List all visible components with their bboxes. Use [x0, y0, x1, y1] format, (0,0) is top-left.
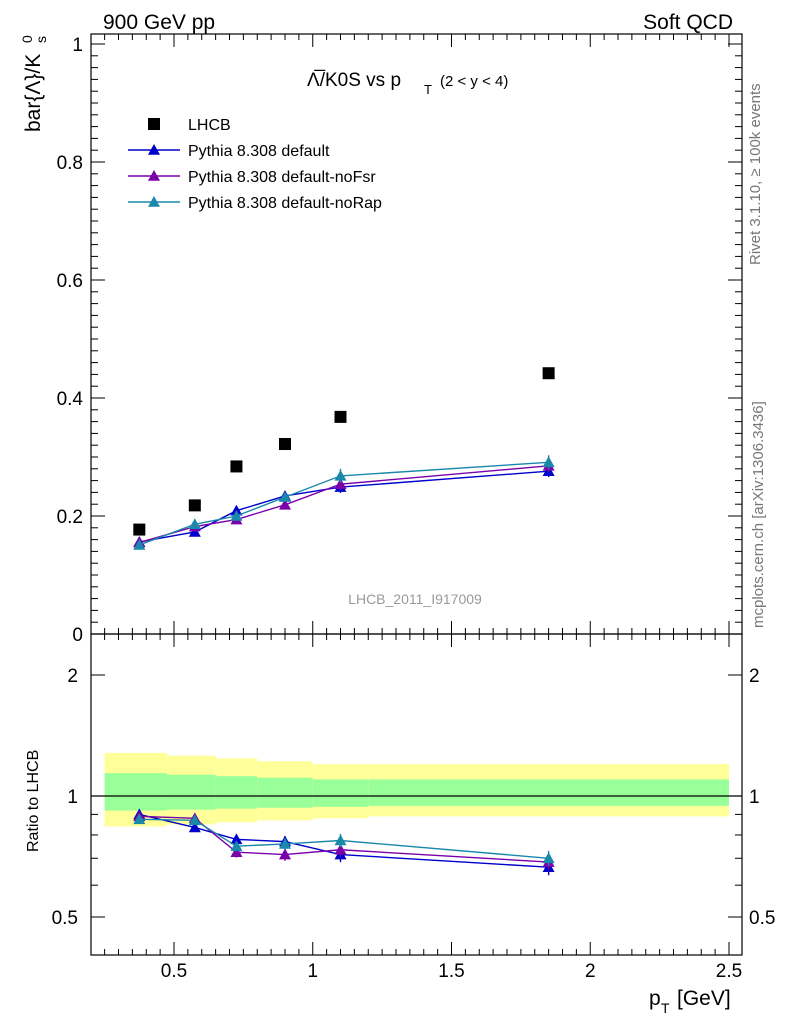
ratio-marker-noRap: [279, 837, 291, 849]
ratio-band-inner: [215, 776, 258, 809]
x-axis-label-p: p: [649, 987, 661, 1010]
header-left: 900 GeV pp: [103, 11, 215, 34]
x-tick-label: 2.5: [716, 961, 742, 982]
ratio-line-default: [139, 813, 549, 868]
main-data-point: [188, 499, 201, 512]
legend-label: Pythia 8.308 default-noFsr: [188, 169, 376, 186]
ratio-marker-noFsr: [279, 848, 291, 860]
ratio-band-inner: [312, 779, 369, 807]
main-marker-noRap: [230, 510, 243, 521]
ratio-series-group: [133, 808, 555, 876]
legend-marker-data: [148, 118, 160, 130]
main-data-point: [133, 523, 146, 536]
ratio-marker-default: [188, 821, 201, 833]
main-marker-noRap: [542, 456, 555, 468]
main-marker-noFsr: [334, 478, 347, 489]
legend-marker-default: [148, 144, 160, 155]
x-axis-label-unit: [GeV]: [677, 987, 731, 1010]
x-axis-label-sub: T: [661, 1000, 670, 1016]
plot-title-main: Λ̅/K0S vs p: [307, 70, 401, 91]
y-tick-label: 0.2: [57, 507, 83, 528]
main-line-noRap: [139, 461, 549, 546]
ratio-y-tick-label-right: 2: [749, 666, 760, 687]
x-axis-label: p T [GeV]: [649, 987, 731, 1016]
main-data-point: [230, 460, 243, 473]
ratio-marker-noRap: [230, 840, 243, 852]
main-marker-noRap: [279, 491, 291, 502]
main-data-point: [279, 438, 291, 451]
legend-marker-noFsr: [148, 170, 160, 181]
y-axis-label: bar{Λ}/K 0 s: [19, 35, 49, 132]
header-right: Soft QCD: [643, 11, 733, 34]
y-tick-label: 1: [72, 35, 83, 56]
mcplots-label: mcplots.cern.ch [arXiv:1306.3436]: [750, 401, 767, 628]
plot-title: Λ̅/K0S vs p T (2 < y < 4): [307, 70, 508, 97]
main-data-point: [334, 410, 347, 423]
legend-label: Pythia 8.308 default: [188, 143, 330, 160]
ratio-marker-default: [230, 833, 243, 845]
x-tick-label: 0.5: [161, 961, 187, 982]
x-tick-label: 1.5: [438, 961, 464, 982]
plot-title-range: (2 < y < 4): [440, 73, 508, 90]
ratio-marker-noRap: [133, 813, 146, 825]
ratio-uncertainty-bands: [104, 752, 729, 827]
rivet-version-label: Rivet 3.1.10, ≥ 100k events: [747, 83, 764, 265]
main-line-noFsr: [139, 465, 549, 544]
y-tick-label: 0.4: [57, 389, 84, 410]
ratio-marker-noFsr: [230, 846, 243, 857]
ratio-marker-noRap: [188, 814, 201, 826]
ratio-y-tick-label-right: 0.5: [749, 908, 775, 929]
ratio-panel-frame: [90, 633, 743, 956]
legend-label: LHCB: [188, 117, 231, 134]
y-tick-label: 0.6: [57, 271, 83, 292]
ratio-band-inner: [167, 774, 216, 810]
y-tick-label: 0: [72, 625, 83, 646]
legend-label: Pythia 8.308 default-noRap: [188, 195, 382, 212]
ratio-line-noFsr: [139, 815, 549, 863]
ratio-y-tick-label: 0.5: [52, 908, 78, 929]
x-tick-label: 2: [585, 961, 596, 982]
ratio-band-inner: [368, 779, 729, 806]
main-series-group: [133, 367, 555, 550]
y-axis-label-text: bar{Λ}/K: [22, 54, 45, 132]
x-tick-label: 1: [307, 961, 318, 982]
main-marker-noRap: [188, 518, 201, 530]
main-marker-noRap: [133, 538, 146, 550]
y-tick-label: 0.8: [57, 153, 83, 174]
main-data-point: [542, 367, 555, 380]
plot-title-sub: T: [424, 82, 432, 97]
main-line-default: [139, 470, 549, 543]
ratio-line-noRap: [139, 818, 549, 859]
ratio-marker-noRap: [542, 852, 555, 864]
legend: LHCB Pythia 8.308 default Pythia 8.308 def…: [128, 117, 382, 212]
ratio-marker-noFsr: [334, 843, 347, 855]
ratio-y-tick-label-right: 1: [749, 787, 760, 808]
ratio-band-inner: [104, 773, 168, 811]
main-marker-noFsr: [279, 498, 291, 510]
axes-group: 0.5 1 1.5 2 2.5 0 0.2 0.4 0.6 0.8 1 0.5 0.5 1 1 2 2: [52, 33, 775, 982]
ratio-band-inner: [257, 777, 313, 808]
legend-marker-noRap: [148, 196, 160, 207]
y-axis-label-sup: 0: [19, 35, 35, 43]
ratio-y-tick-label: 2: [67, 666, 78, 687]
analysis-watermark: LHCB_2011_I917009: [348, 591, 482, 607]
ratio-marker-noRap: [334, 834, 347, 846]
ratio-y-tick-label: 1: [67, 787, 78, 808]
y-axis-label-sub: s: [33, 36, 49, 43]
ratio-y-axis-label: Ratio to LHCB: [25, 750, 42, 852]
main-marker-noRap: [334, 469, 347, 481]
